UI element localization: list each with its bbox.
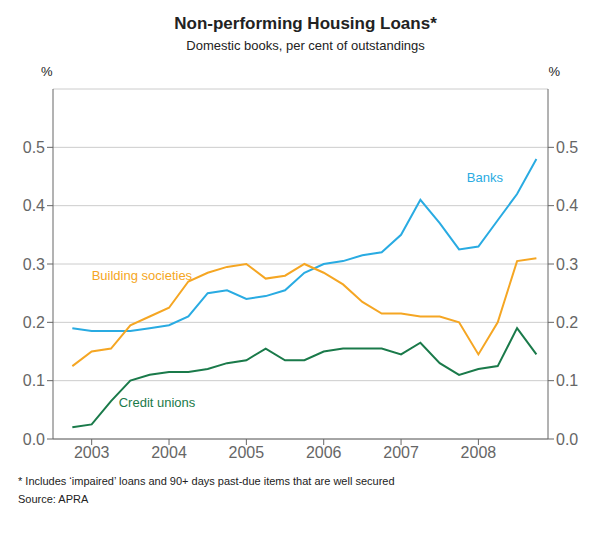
svg-text:2006: 2006 [306, 444, 342, 461]
svg-text:0.4: 0.4 [23, 197, 45, 214]
html-text:* Includes ‘impaired’ loans an: * Includes ‘impaired’ loans and 90+ days… [18, 475, 395, 487]
svg-text:2007: 2007 [383, 444, 419, 461]
svg-text:2008: 2008 [461, 444, 497, 461]
svg-text:0.0: 0.0 [23, 431, 45, 448]
svg-text:0.4: 0.4 [556, 197, 578, 214]
svg-text:0.1: 0.1 [556, 372, 578, 389]
html-text:Source: APRA: Source: APRA [18, 493, 89, 505]
svg-text:Building societies: Building societies [92, 268, 193, 283]
svg-text:2003: 2003 [74, 444, 110, 461]
html-text:Non-performing Housing Loans*: Non-performing Housing Loans* [174, 14, 437, 33]
svg-text:0.3: 0.3 [23, 256, 45, 273]
svg-text:0.0: 0.0 [556, 431, 578, 448]
svg-text:0.2: 0.2 [23, 314, 45, 331]
svg-text:0.2: 0.2 [556, 314, 578, 331]
html-text:Domestic books, per cent of ou: Domestic books, per cent of outstandings [186, 38, 425, 53]
svg-text:2005: 2005 [229, 444, 265, 461]
svg-text:0.5: 0.5 [556, 139, 578, 156]
svg-text:Banks: Banks [467, 170, 504, 185]
svg-text:0.5: 0.5 [23, 139, 45, 156]
svg-text:0.1: 0.1 [23, 372, 45, 389]
svg-text:0.3: 0.3 [556, 256, 578, 273]
svg-text:Credit unions: Credit unions [119, 395, 196, 410]
svg-text:2004: 2004 [151, 444, 187, 461]
